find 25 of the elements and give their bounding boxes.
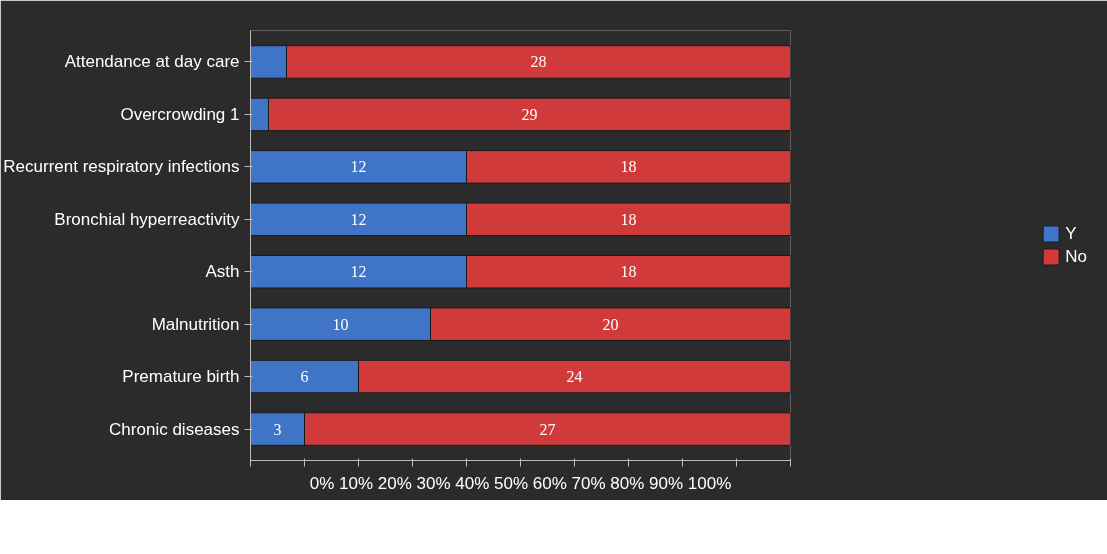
data-label: 6 — [300, 368, 309, 386]
data-label: 3 — [273, 420, 282, 438]
data-label: 18 — [620, 158, 637, 176]
data-label: 29 — [521, 105, 538, 123]
data-label: 12 — [350, 263, 367, 281]
y-tick-label: Overcrowding 1 — [120, 104, 240, 124]
y-tick-label: Premature birth — [122, 367, 240, 387]
y-tick-label: Recurrent respiratory infections — [3, 157, 240, 177]
data-label: 12 — [350, 210, 367, 228]
data-label: 24 — [566, 368, 583, 386]
y-tick-label: Chronic diseases — [109, 419, 240, 439]
legend-label: No — [1065, 246, 1087, 267]
legend-label: Y — [1065, 223, 1078, 244]
data-label: 27 — [539, 420, 556, 438]
y-tick-label: Bronchial hyperreactivity — [54, 209, 240, 229]
data-label: 18 — [620, 210, 637, 228]
data-label: 28 — [530, 53, 547, 71]
data-label: 18 — [620, 263, 637, 281]
data-label: 20 — [602, 315, 619, 333]
data-label: 10 — [332, 315, 349, 333]
data-label: 12 — [350, 158, 367, 176]
y-tick-label: Attendance at day care — [64, 52, 240, 72]
text: 0% 10% 20% 30% 40% 50% 60% 70% 80% 90% 100% — [309, 473, 732, 493]
y-tick-label: Asth — [205, 262, 240, 282]
y-tick-label: Malnutrition — [151, 314, 240, 334]
